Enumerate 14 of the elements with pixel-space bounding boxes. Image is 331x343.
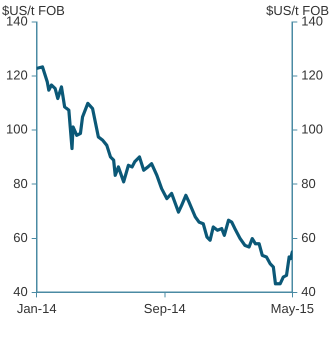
x-tick-label: Jan-14 bbox=[16, 300, 57, 316]
y-tick-label: 100 bbox=[6, 122, 28, 137]
y2-tick-label: 80 bbox=[301, 176, 316, 191]
y-tick-label: 60 bbox=[13, 230, 28, 245]
y-tick-label: 120 bbox=[6, 68, 28, 83]
y-tick-label: 40 bbox=[13, 284, 28, 299]
y2-tick-label: 40 bbox=[301, 284, 316, 299]
x-tick-label: May-15 bbox=[270, 300, 314, 316]
x-tick-label: Sep-14 bbox=[144, 300, 186, 316]
y2-tick-label: 120 bbox=[301, 68, 324, 83]
y-tick-label: 80 bbox=[13, 176, 28, 191]
y2-tick-label: 140 bbox=[301, 14, 324, 29]
y2-tick-label: 60 bbox=[301, 230, 316, 245]
y2-tick-label: 100 bbox=[301, 122, 324, 137]
